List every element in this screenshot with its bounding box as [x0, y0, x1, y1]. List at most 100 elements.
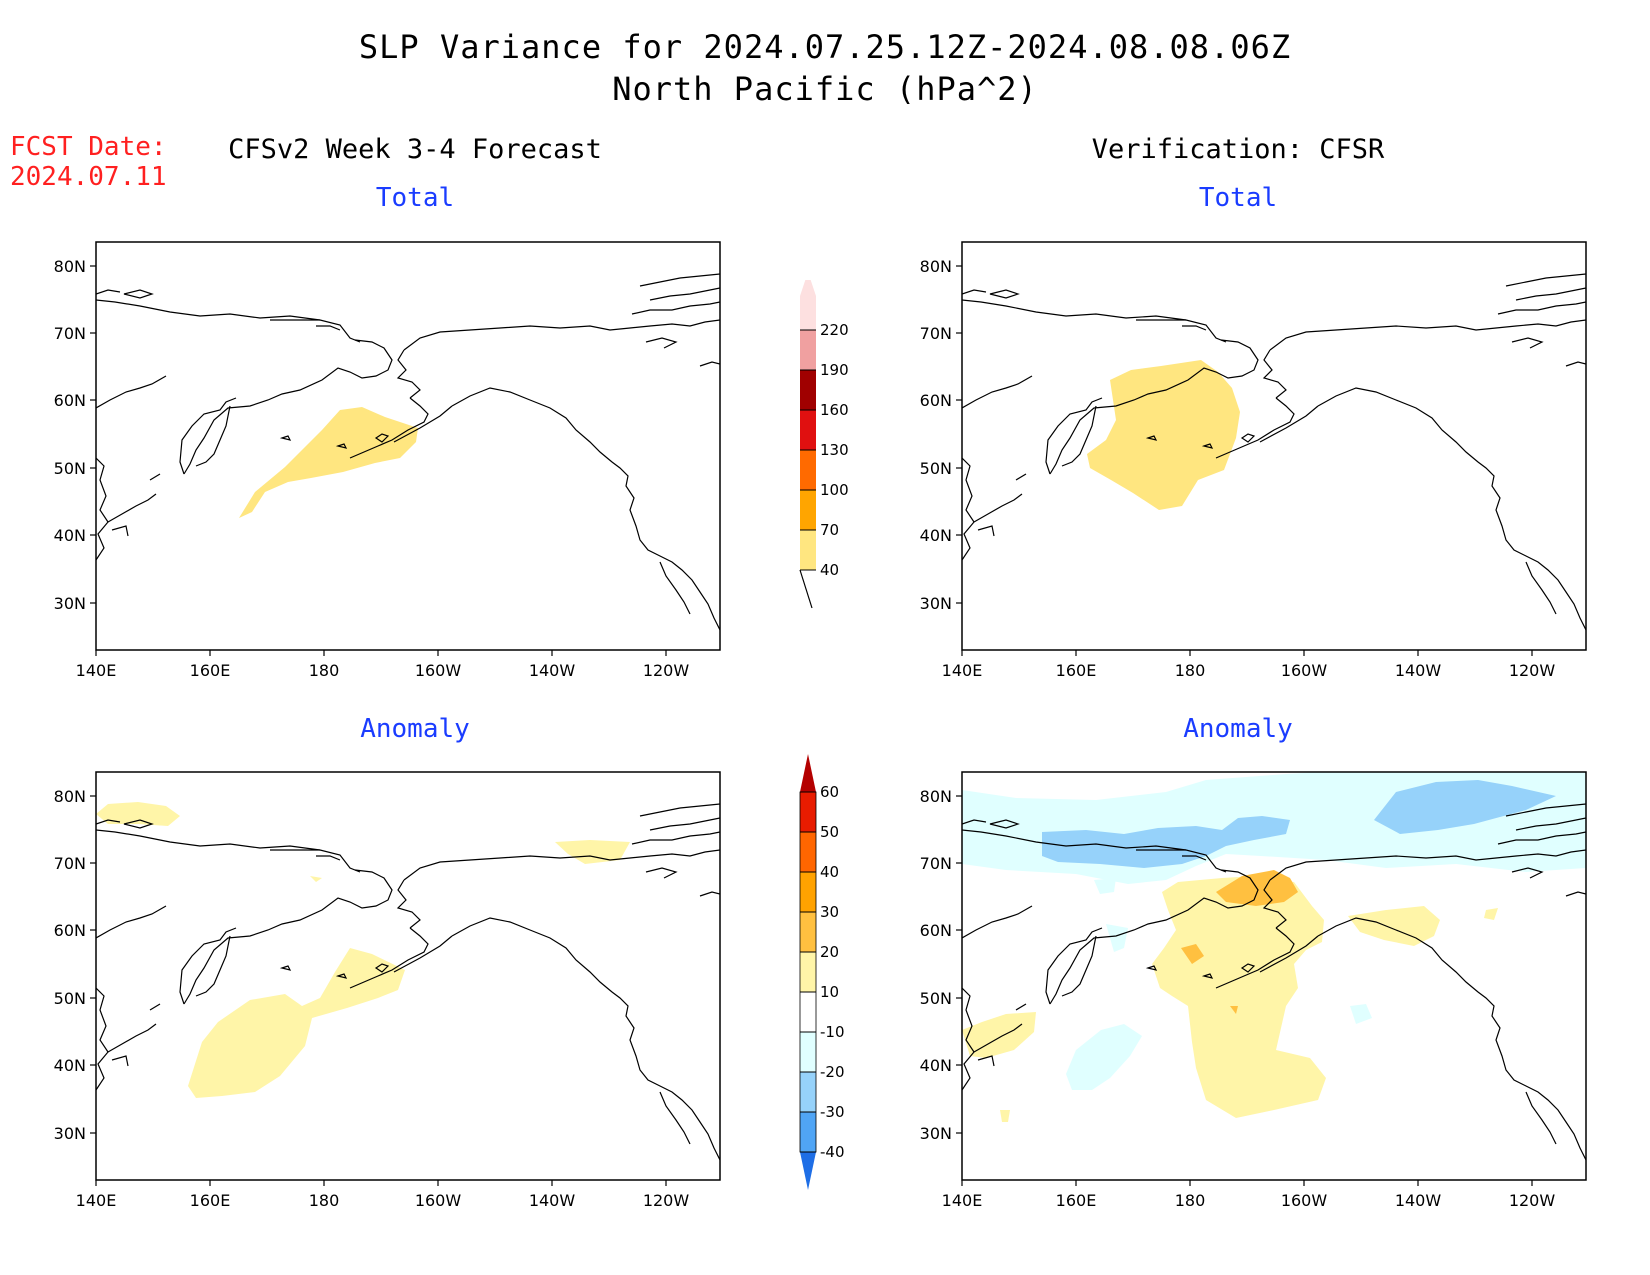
cbar-level-label: 40 [820, 863, 839, 881]
lon-label: 120W [643, 1191, 690, 1210]
lat-label: 70N [920, 324, 952, 343]
lon-label: 160E [1056, 1191, 1097, 1210]
cbar-level-label: 100 [820, 481, 849, 499]
cbar-box [800, 952, 816, 992]
lon-label: 180 [1175, 661, 1206, 680]
verification-anomaly-title: Anomaly [1183, 714, 1293, 744]
fcst-date-value: 2024.07.11 [10, 162, 167, 192]
cbar-level-label: 130 [820, 441, 849, 459]
cbar-box [800, 912, 816, 952]
cbar-level-label: 10 [820, 983, 839, 1001]
lat-label: 60N [54, 921, 86, 940]
cbar-level-label: -30 [820, 1103, 845, 1121]
lat-label: 50N [920, 989, 952, 1008]
cbar-box [800, 832, 816, 872]
map-background [96, 772, 720, 1180]
lat-label: 30N [920, 1124, 952, 1143]
cbar-level-label: 20 [820, 943, 839, 961]
lon-label: 180 [1175, 1191, 1206, 1210]
lon-label: 180 [309, 1191, 340, 1210]
lon-label: 160E [190, 1191, 231, 1210]
lon-label: 120W [1509, 661, 1556, 680]
cbar-level-label: -20 [820, 1063, 845, 1081]
verification-total-title: Total [1198, 183, 1278, 213]
coastline [96, 273, 720, 631]
lat-label: 40N [920, 1056, 952, 1075]
coastline [96, 803, 720, 1161]
lat-label: 80N [920, 787, 952, 806]
lat-label: 70N [54, 854, 86, 873]
lat-label: 80N [920, 257, 952, 276]
forecast-anomaly-shading [96, 802, 630, 1098]
cbar-level-label: 190 [820, 361, 849, 379]
map-frame [95, 241, 721, 651]
lon-label: 160W [415, 1191, 462, 1210]
lon-label: 140E [942, 661, 983, 680]
cbar-level-label: 50 [820, 823, 839, 841]
main-subtitle: North Pacific (hPa^2) [612, 70, 1038, 108]
lat-label: 60N [54, 391, 86, 410]
cbar-level-label: 220 [820, 321, 849, 339]
lat-label: 70N [54, 324, 86, 343]
lon-label: 160W [415, 661, 462, 680]
cbar-lower-end [799, 569, 813, 609]
lon-label: 140W [529, 661, 576, 680]
coastline [962, 803, 1586, 1161]
lon-label: 140E [942, 1191, 983, 1210]
cbar-level-label: 40 [820, 561, 839, 579]
cbar-box [800, 992, 816, 1032]
forecast-total-shading [239, 407, 418, 518]
lat-label: 80N [54, 257, 86, 276]
main-title: SLP Variance for 2024.07.25.12Z-2024.08.… [358, 28, 1292, 66]
cbar-box [800, 410, 816, 450]
cbar-box [800, 330, 816, 370]
cbar-level-label: 60 [820, 783, 839, 801]
lon-label: 140W [1395, 661, 1442, 680]
lon-label: 140E [76, 661, 117, 680]
lon-label: 120W [1509, 1191, 1556, 1210]
forecast-total-title: Total [375, 183, 455, 213]
cbar-box [800, 450, 816, 490]
total-colorbar: 40 70 100 130 160 190 220 [790, 272, 860, 614]
lon-label: 140E [76, 1191, 117, 1210]
map-frame [95, 771, 721, 1181]
map-verification-anomaly: 80N 70N 60N 50N 40N 30N 140E 160E 180 160W 140W 120… [866, 760, 1606, 1210]
map-frame [961, 241, 1587, 651]
map-verification-total: 80N 70N 60N 50N 40N 30N 140E 160E 180 160W 140W 120… [866, 230, 1606, 680]
cbar-box [800, 272, 816, 330]
lat-label: 50N [54, 989, 86, 1008]
coastline [962, 273, 1586, 631]
cbar-box [800, 1112, 816, 1152]
cbar-box [800, 370, 816, 410]
lon-label: 160E [1056, 661, 1097, 680]
map-forecast-anomaly: 80N 70N 60N 50N 40N 30N 140E 160E 180 160W 140W 120… [0, 760, 740, 1210]
cbar-box [800, 792, 816, 832]
lat-label: 40N [54, 526, 86, 545]
lat-label: 50N [54, 459, 86, 478]
lon-label: 140W [529, 1191, 576, 1210]
cbar-level-label: 70 [820, 521, 839, 539]
cbar-level-label: 160 [820, 401, 849, 419]
map-forecast-total: 80N 70N 60N 50N 40N 30N 140E 160E 180 160W 140W 120… [0, 230, 740, 680]
lon-label: 140W [1395, 1191, 1442, 1210]
lat-label: 30N [54, 1124, 86, 1143]
lat-label: 60N [920, 391, 952, 410]
lat-label: 50N [920, 459, 952, 478]
cbar-lower-end [800, 1152, 816, 1190]
cbar-level-label: -10 [820, 1023, 845, 1041]
lon-label: 160W [1281, 661, 1328, 680]
anomaly-colorbar: 60 50 40 30 20 10 -10 -20 -30 -40 [790, 750, 860, 1209]
verification-column-title: Verification: CFSR [1091, 134, 1385, 165]
lat-label: 40N [54, 1056, 86, 1075]
lat-label: 30N [920, 594, 952, 613]
lat-label: 70N [920, 854, 952, 873]
forecast-anomaly-title: Anomaly [360, 714, 470, 744]
lat-label: 80N [54, 787, 86, 806]
map-background [962, 242, 1586, 650]
cbar-box [800, 1032, 816, 1072]
cbar-upper-end [800, 754, 816, 792]
forecast-column-title: CFSv2 Week 3-4 Forecast [228, 134, 602, 165]
map-frame [961, 771, 1587, 1181]
lon-label: 180 [309, 661, 340, 680]
fcst-date-label: FCST Date: [10, 132, 167, 162]
